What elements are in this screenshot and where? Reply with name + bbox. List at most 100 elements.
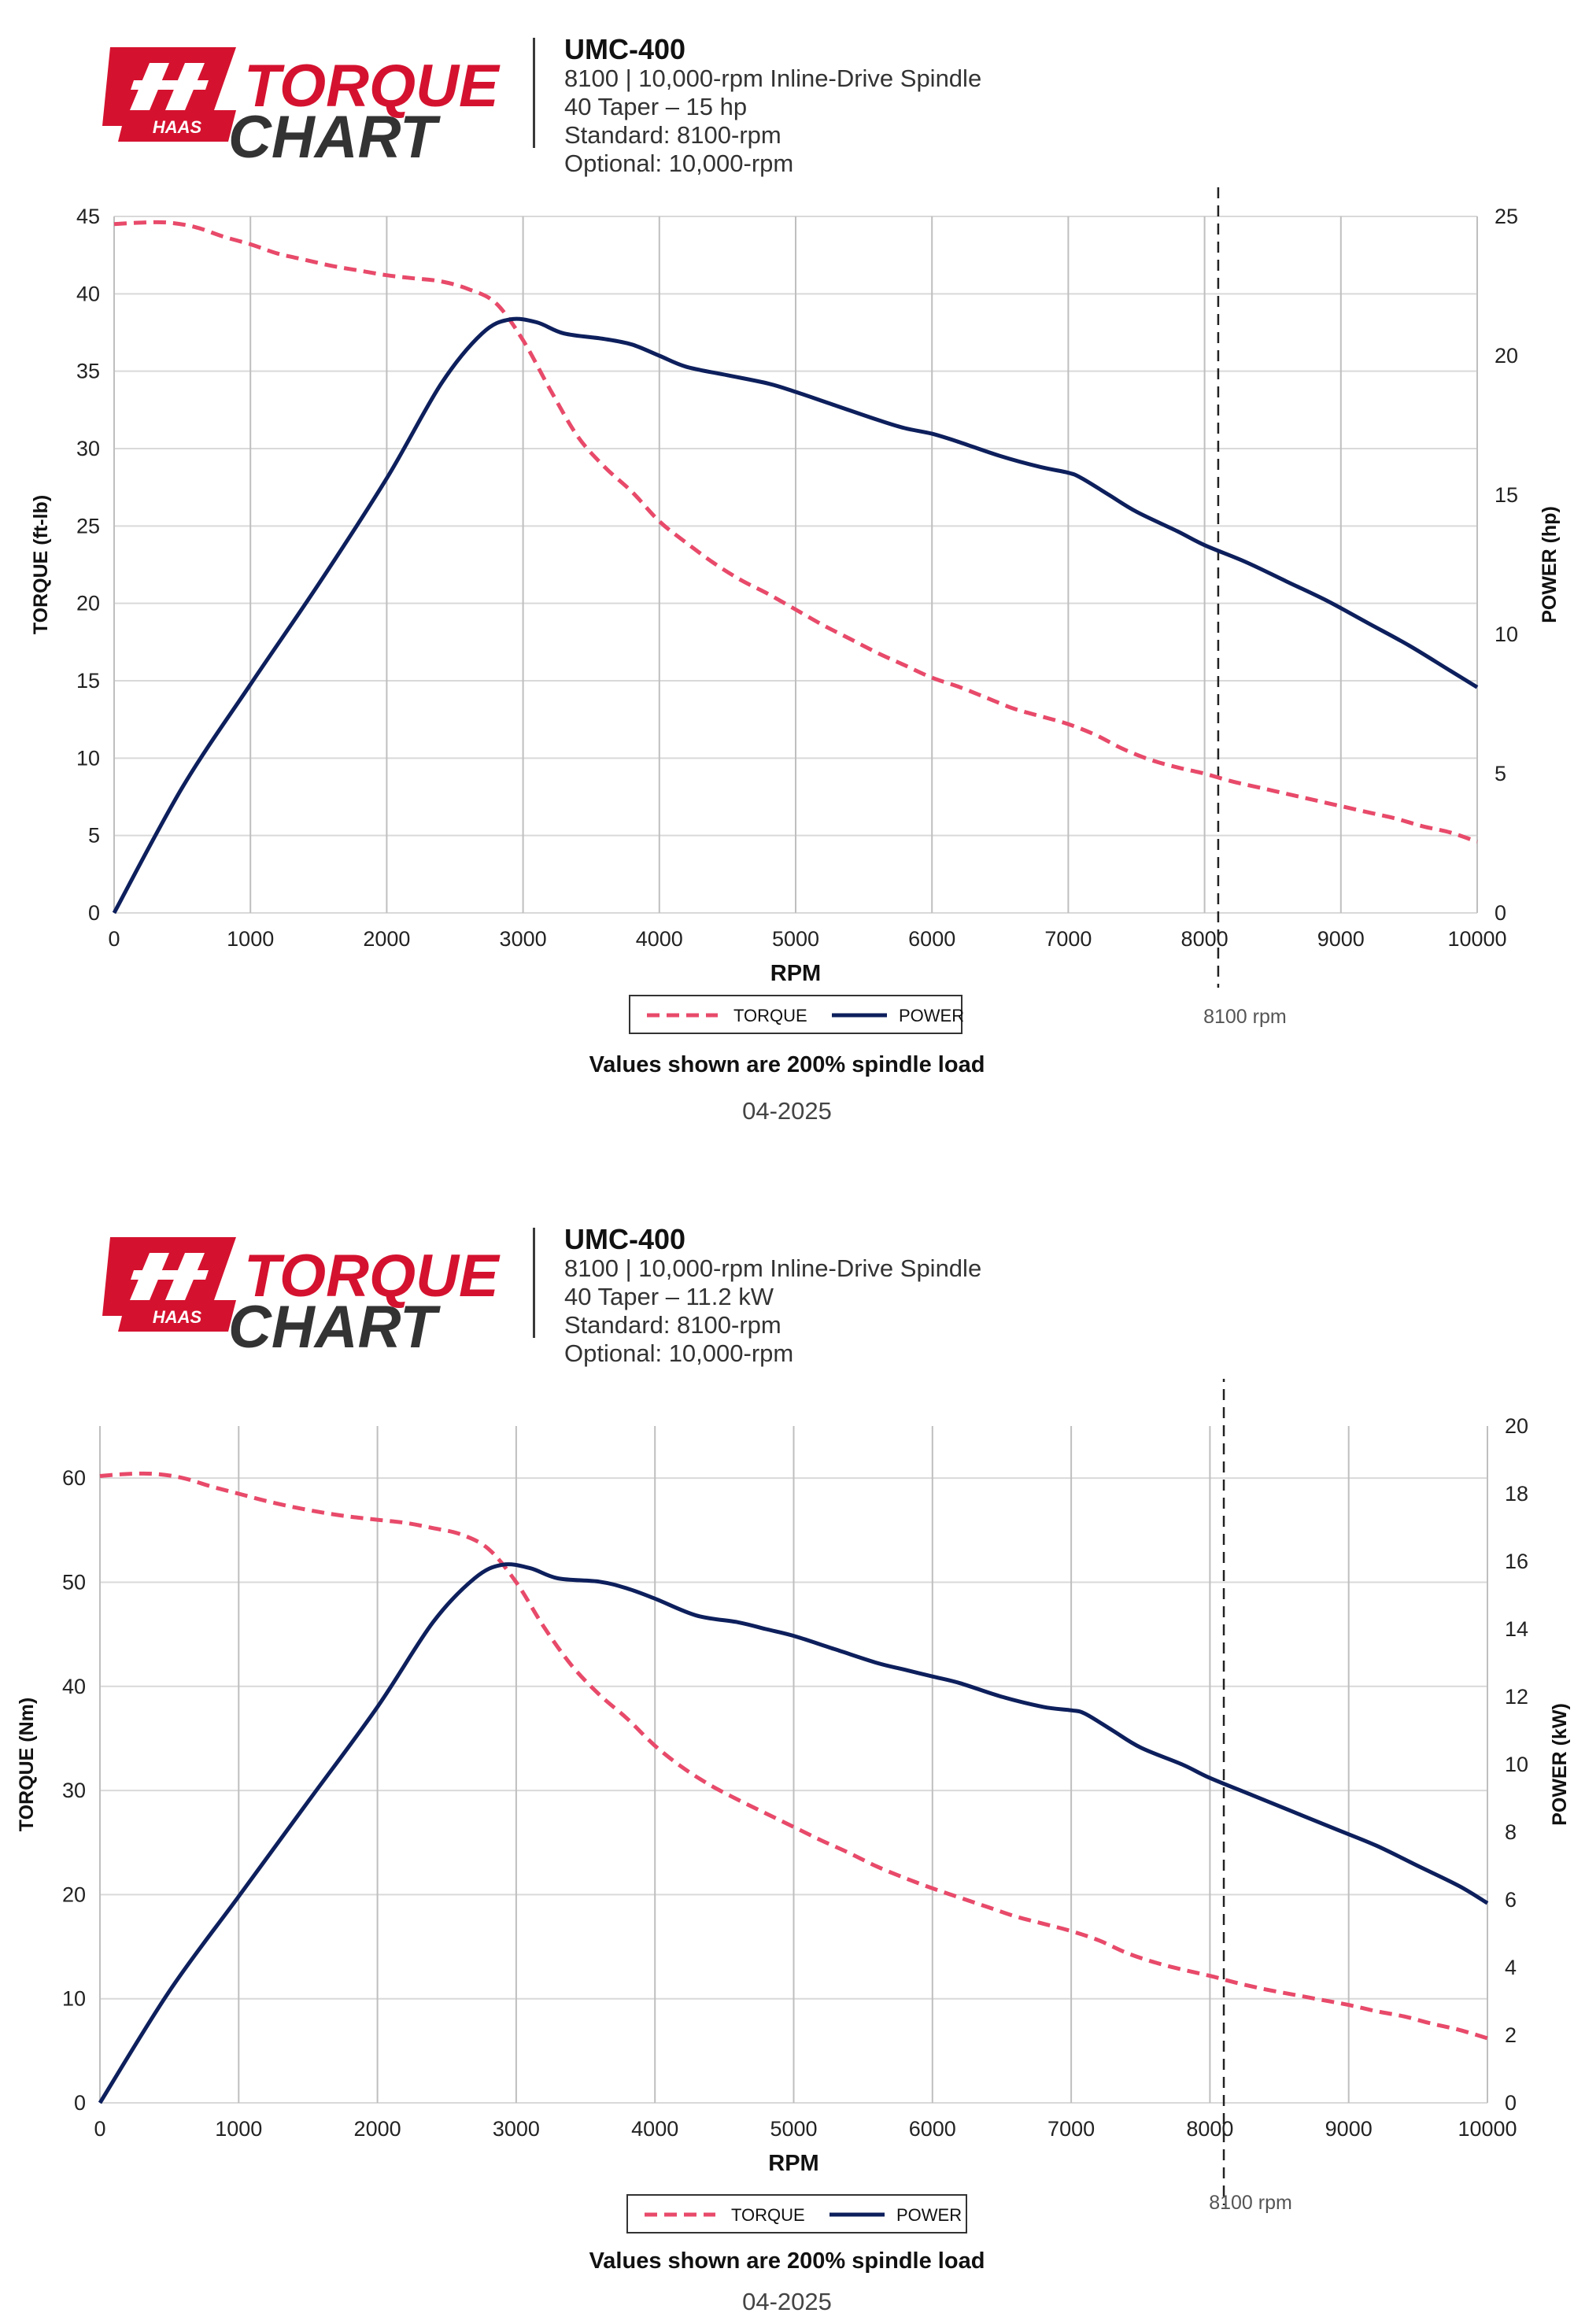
legend-power-label: POWER: [899, 1006, 964, 1025]
y-tick-label: 30: [62, 1779, 86, 1802]
x-tick-label: 1000: [215, 2117, 262, 2141]
y2-tick-label: 5: [1495, 762, 1506, 785]
model-name: UMC-400: [564, 33, 686, 65]
x-tick-label: 7000: [1047, 2117, 1095, 2141]
legend-box: [626, 2194, 967, 2233]
spindle-line-2: 40 Taper – 11.2 kW: [564, 1283, 774, 1310]
legend-box: [629, 995, 963, 1034]
y2-tick-label: 10: [1505, 1753, 1528, 1776]
y-tick-label: 40: [76, 282, 100, 305]
y2-tick-label: 20: [1495, 344, 1518, 368]
spindle-line-3: Standard: 8100-rpm: [564, 121, 781, 149]
y2-axis-label: POWER (hp): [1539, 506, 1561, 623]
haas-torque-chart-logo: HAAS TORQUE CHART: [102, 1237, 501, 1361]
x-tick-label: 4000: [636, 927, 683, 951]
y-tick-label: 10: [76, 746, 100, 770]
y-tick-label: 40: [62, 1675, 86, 1698]
power-series-line: [98, 1562, 1489, 2104]
x-tick-label: 5000: [770, 2117, 817, 2141]
x-tick-label: 10000: [1447, 927, 1506, 951]
y2-tick-label: 25: [1495, 205, 1518, 228]
x-tick-label: 6000: [908, 927, 955, 951]
y2-tick-label: 6: [1505, 1888, 1517, 1912]
spindle-line-4: Optional: 10,000-rpm: [564, 150, 794, 177]
torque-chart-metric: 0 10 20 30 40 50 60 0 2 4 6 8 10 12 14 16 18 20 0 1000 2000 3…: [0, 1379, 1574, 2245]
x-tick-label: 8000: [1181, 927, 1229, 951]
y-axis-label: TORQUE (ft-lb): [30, 495, 52, 634]
y-tick-label: 5: [88, 824, 100, 848]
rpm-marker-label: 8100 rpm: [1209, 2192, 1292, 2214]
spindle-load-note: Values shown are 200% spindle load: [589, 1052, 985, 1077]
y2-tick-label: 0: [1495, 901, 1506, 925]
legend-power-label: POWER: [896, 2205, 962, 2225]
rpm-marker-label: 8100 rpm: [1203, 1006, 1287, 1028]
spindle-line-1: 8100 | 10,000-rpm Inline-Drive Spindle: [564, 1254, 982, 1282]
x-tick-label: 9000: [1317, 927, 1365, 951]
spindle-line-4: Optional: 10,000-rpm: [564, 1339, 794, 1367]
chart2-header: HAAS TORQUE CHART UMC-400 8100 | 10,000-…: [0, 1221, 1574, 1371]
x-tick-label: 8000: [1186, 2117, 1233, 2141]
spindle-line-1: 8100 | 10,000-rpm Inline-Drive Spindle: [564, 65, 982, 92]
y2-tick-label: 4: [1505, 1956, 1517, 1979]
y2-tick-label: 15: [1495, 483, 1518, 507]
y2-tick-label: 20: [1505, 1414, 1528, 1438]
y2-axis-label: POWER (kW): [1549, 1703, 1571, 1826]
logo-brand-text: HAAS: [153, 117, 202, 137]
y2-tick-label: 0: [1505, 2091, 1517, 2115]
y-tick-label: 20: [62, 1882, 86, 1906]
torque-chart-imperial: 0 5 10 15 20 25 30 35 40 45 0 5 10 15 20 25 0 1000 2000 300…: [0, 181, 1574, 1047]
x-tick-label: 0: [108, 927, 120, 951]
legend-torque-label: TORQUE: [733, 1006, 807, 1025]
y-tick-label: 60: [62, 1466, 86, 1490]
y2-tick-label: 16: [1505, 1550, 1528, 1573]
logo-chart-text: CHART: [228, 1294, 441, 1361]
x-tick-label: 5000: [772, 927, 819, 951]
y-tick-label: 15: [76, 669, 100, 693]
chart-legend: TORQUE POWER: [629, 995, 964, 1034]
chart1-header: HAAS TORQUE CHART UMC-400 8100 | 10,000-…: [0, 31, 1574, 181]
y-tick-label: 0: [74, 2091, 86, 2115]
x-tick-label: 3000: [493, 2117, 540, 2141]
header-divider: [533, 38, 535, 148]
header-divider: [533, 1228, 535, 1338]
x-tick-label: 0: [94, 2117, 105, 2141]
y2-tick-label: 2: [1505, 2023, 1517, 2047]
y-axis-label: TORQUE (Nm): [16, 1698, 38, 1831]
y2-tick-label: 8: [1505, 1820, 1517, 1844]
y-tick-label: 20: [76, 592, 100, 615]
y2-tick-label: 14: [1505, 1617, 1528, 1641]
x-axis-label: RPM: [770, 961, 821, 986]
spindle-line-3: Standard: 8100-rpm: [564, 1311, 781, 1339]
logo-chart-text: CHART: [228, 104, 441, 171]
y-tick-label: 10: [62, 1987, 86, 2011]
y-tick-label: 25: [76, 514, 100, 538]
y-tick-label: 45: [76, 205, 100, 228]
spindle-load-note: Values shown are 200% spindle load: [589, 2248, 985, 2274]
y-tick-label: 0: [88, 901, 100, 925]
torque-series-line: [99, 1471, 1488, 2041]
y2-tick-label: 12: [1505, 1685, 1528, 1709]
logo-brand-text: HAAS: [153, 1307, 202, 1327]
x-tick-label: 7000: [1044, 927, 1092, 951]
haas-torque-chart-logo: HAAS TORQUE CHART: [102, 47, 501, 171]
chart-legend: TORQUE POWER: [626, 2194, 967, 2233]
x-tick-label: 3000: [500, 927, 547, 951]
x-tick-label: 10000: [1458, 2117, 1517, 2141]
spindle-line-2: 40 Taper – 15 hp: [564, 93, 748, 120]
y-tick-label: 35: [76, 360, 100, 383]
chart-svg: 0 5 10 15 20 25 30 35 40 45 0 5 10 15 20 25 0 1000 2000 300…: [30, 181, 1561, 1034]
power-series-line: [112, 316, 1479, 914]
spindle-info: UMC-400 8100 | 10,000-rpm Inline-Drive S…: [564, 1225, 981, 1368]
x-tick-label: 1000: [227, 927, 274, 951]
x-tick-label: 4000: [631, 2117, 678, 2141]
y-tick-label: 50: [62, 1570, 86, 1594]
x-tick-label: 2000: [354, 2117, 401, 2141]
x-tick-label: 9000: [1325, 2117, 1373, 2141]
x-tick-label: 2000: [363, 927, 410, 951]
torque-series-line: [113, 220, 1478, 844]
legend-torque-label: TORQUE: [731, 2205, 805, 2225]
y-tick-label: 30: [76, 437, 100, 460]
y2-tick-label: 18: [1505, 1482, 1528, 1506]
chart-svg: 0 10 20 30 40 50 60 0 2 4 6 8 10 12 14 16 18 20 0 1000 2000 3…: [16, 1379, 1571, 2233]
x-axis-label: RPM: [768, 2151, 818, 2176]
